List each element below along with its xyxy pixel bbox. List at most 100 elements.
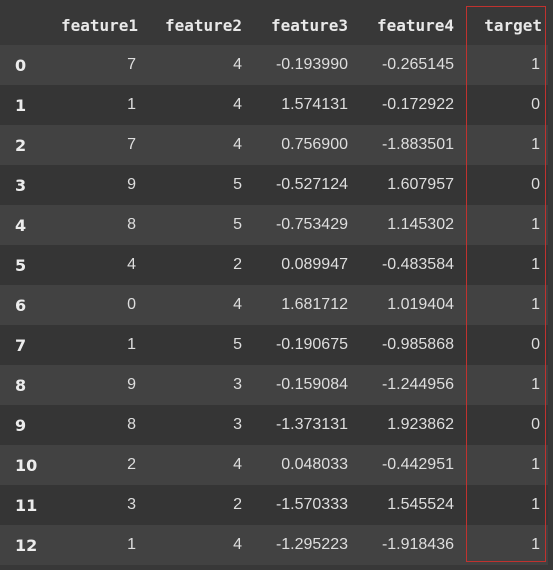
cell-feature3: -0.190675 bbox=[252, 325, 358, 365]
cell-feature3: 0.089947 bbox=[252, 245, 358, 285]
cell-feature4: 1.145302 bbox=[358, 205, 464, 245]
column-header-target: target bbox=[464, 5, 548, 45]
table-row: 12 1 4 -1.295223 -1.918436 1 bbox=[0, 525, 548, 565]
cell-feature4: 1.607957 bbox=[358, 165, 464, 205]
cell-feature4: 1.545524 bbox=[358, 485, 464, 525]
cell-feature1: 1 bbox=[43, 525, 146, 565]
row-index: 9 bbox=[0, 405, 43, 445]
cell-feature1: 7 bbox=[43, 45, 146, 85]
table-row: 7 1 5 -0.190675 -0.985868 0 bbox=[0, 325, 548, 365]
cell-feature2: 4 bbox=[146, 125, 252, 165]
cell-feature2: 3 bbox=[146, 365, 252, 405]
row-index: 7 bbox=[0, 325, 43, 365]
cell-feature4: -1.883501 bbox=[358, 125, 464, 165]
table-row: 5 4 2 0.089947 -0.483584 1 bbox=[0, 245, 548, 285]
cell-feature2: 2 bbox=[146, 245, 252, 285]
cell-feature1: 1 bbox=[43, 85, 146, 125]
table-header: feature1 feature2 feature3 feature4 targ… bbox=[0, 5, 548, 45]
cell-feature3: 0.756900 bbox=[252, 125, 358, 165]
row-index: 6 bbox=[0, 285, 43, 325]
cell-feature1: 1 bbox=[43, 325, 146, 365]
index-header bbox=[0, 5, 43, 45]
column-header-feature3: feature3 bbox=[252, 5, 358, 45]
row-index: 10 bbox=[0, 445, 43, 485]
table-row: 8 9 3 -0.159084 -1.244956 1 bbox=[0, 365, 548, 405]
cell-feature1: 8 bbox=[43, 205, 146, 245]
row-index: 2 bbox=[0, 125, 43, 165]
cell-feature1: 9 bbox=[43, 365, 146, 405]
cell-feature2: 4 bbox=[146, 45, 252, 85]
cell-feature4: -0.172922 bbox=[358, 85, 464, 125]
row-index: 11 bbox=[0, 485, 43, 525]
cell-feature2: 3 bbox=[146, 405, 252, 445]
table-row: 9 8 3 -1.373131 1.923862 0 bbox=[0, 405, 548, 445]
row-index: 5 bbox=[0, 245, 43, 285]
cell-feature4: -0.442951 bbox=[358, 445, 464, 485]
cell-feature2: 4 bbox=[146, 85, 252, 125]
cell-feature3: 0.048033 bbox=[252, 445, 358, 485]
cell-feature4: -1.918436 bbox=[358, 525, 464, 565]
table-row: 6 0 4 1.681712 1.019404 1 bbox=[0, 285, 548, 325]
dataframe-table: feature1 feature2 feature3 feature4 targ… bbox=[0, 5, 548, 565]
cell-feature4: 1.019404 bbox=[358, 285, 464, 325]
cell-feature1: 9 bbox=[43, 165, 146, 205]
cell-feature1: 4 bbox=[43, 245, 146, 285]
cell-feature2: 2 bbox=[146, 485, 252, 525]
cell-feature2: 4 bbox=[146, 525, 252, 565]
cell-feature3: -0.193990 bbox=[252, 45, 358, 85]
cell-feature1: 0 bbox=[43, 285, 146, 325]
cell-target: 0 bbox=[464, 325, 548, 365]
cell-target: 1 bbox=[464, 485, 548, 525]
cell-target: 1 bbox=[464, 125, 548, 165]
header-row: feature1 feature2 feature3 feature4 targ… bbox=[0, 5, 548, 45]
cell-feature4: 1.923862 bbox=[358, 405, 464, 445]
cell-target: 1 bbox=[464, 205, 548, 245]
table-body: 0 7 4 -0.193990 -0.265145 1 1 1 4 1.574131 -0.1729… bbox=[0, 45, 548, 565]
cell-feature1: 8 bbox=[43, 405, 146, 445]
cell-target: 1 bbox=[464, 245, 548, 285]
cell-feature2: 5 bbox=[146, 165, 252, 205]
cell-feature2: 4 bbox=[146, 445, 252, 485]
cell-target: 0 bbox=[464, 85, 548, 125]
cell-feature3: 1.681712 bbox=[252, 285, 358, 325]
cell-target: 1 bbox=[464, 285, 548, 325]
table-row: 2 7 4 0.756900 -1.883501 1 bbox=[0, 125, 548, 165]
row-index: 1 bbox=[0, 85, 43, 125]
cell-feature3: -1.570333 bbox=[252, 485, 358, 525]
cell-feature4: -0.483584 bbox=[358, 245, 464, 285]
table-row: 4 8 5 -0.753429 1.145302 1 bbox=[0, 205, 548, 245]
table-row: 0 7 4 -0.193990 -0.265145 1 bbox=[0, 45, 548, 85]
cell-feature3: -0.159084 bbox=[252, 365, 358, 405]
table-row: 1 1 4 1.574131 -0.172922 0 bbox=[0, 85, 548, 125]
column-header-feature2: feature2 bbox=[146, 5, 252, 45]
row-index: 0 bbox=[0, 45, 43, 85]
cell-target: 1 bbox=[464, 45, 548, 85]
cell-feature3: -0.753429 bbox=[252, 205, 358, 245]
cell-target: 0 bbox=[464, 165, 548, 205]
row-index: 12 bbox=[0, 525, 43, 565]
row-index: 4 bbox=[0, 205, 43, 245]
cell-feature3: -0.527124 bbox=[252, 165, 358, 205]
cell-target: 1 bbox=[464, 445, 548, 485]
table-row: 11 3 2 -1.570333 1.545524 1 bbox=[0, 485, 548, 525]
column-header-feature1: feature1 bbox=[43, 5, 146, 45]
cell-feature1: 3 bbox=[43, 485, 146, 525]
cell-feature1: 7 bbox=[43, 125, 146, 165]
cell-feature3: 1.574131 bbox=[252, 85, 358, 125]
cell-feature3: -1.373131 bbox=[252, 405, 358, 445]
cell-target: 0 bbox=[464, 405, 548, 445]
column-header-feature4: feature4 bbox=[358, 5, 464, 45]
cell-target: 1 bbox=[464, 525, 548, 565]
cell-feature4: -0.985868 bbox=[358, 325, 464, 365]
row-index: 3 bbox=[0, 165, 43, 205]
cell-feature4: -1.244956 bbox=[358, 365, 464, 405]
table-row: 3 9 5 -0.527124 1.607957 0 bbox=[0, 165, 548, 205]
cell-feature3: -1.295223 bbox=[252, 525, 358, 565]
cell-target: 1 bbox=[464, 365, 548, 405]
row-index: 8 bbox=[0, 365, 43, 405]
cell-feature1: 2 bbox=[43, 445, 146, 485]
table-row: 10 2 4 0.048033 -0.442951 1 bbox=[0, 445, 548, 485]
cell-feature2: 5 bbox=[146, 325, 252, 365]
cell-feature2: 4 bbox=[146, 285, 252, 325]
